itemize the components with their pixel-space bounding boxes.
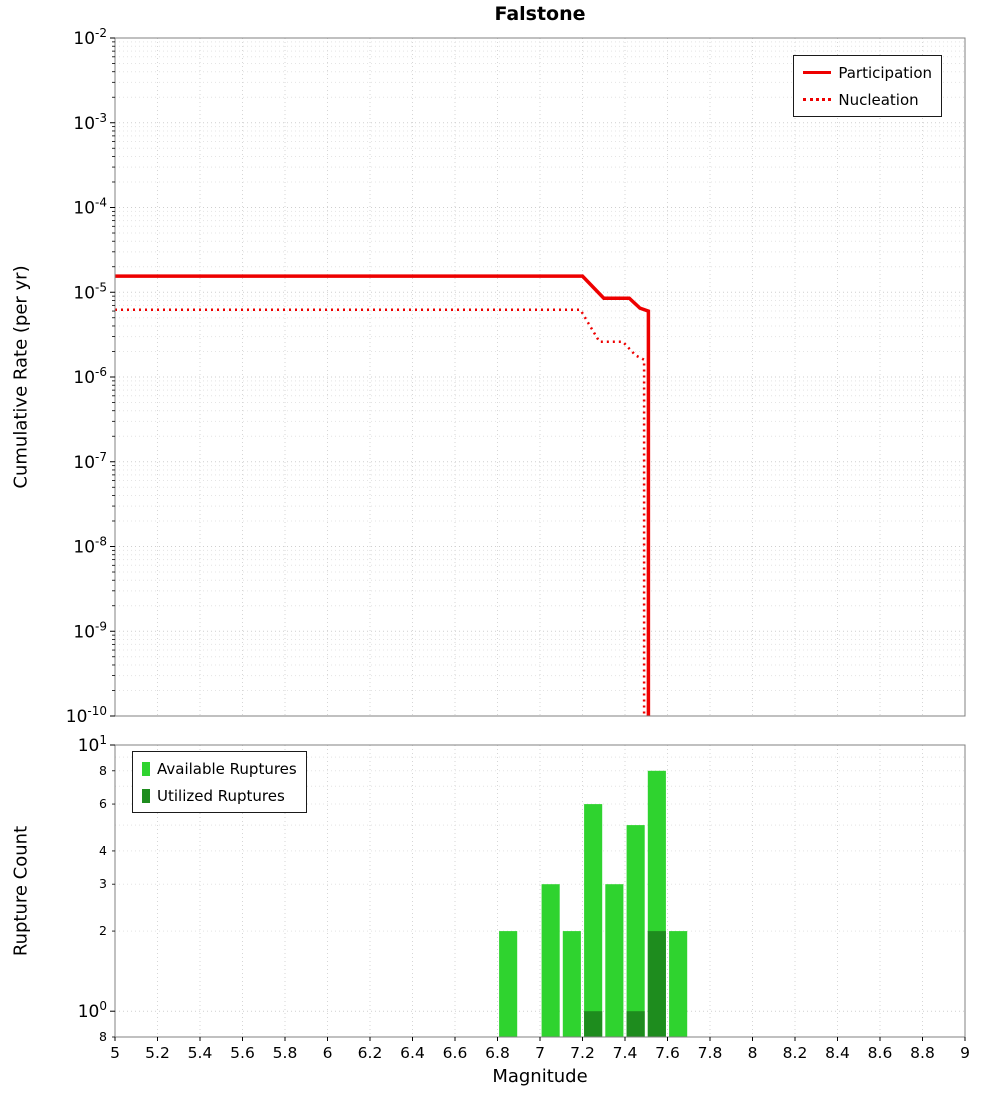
available-ruptures-bar xyxy=(562,931,581,1037)
svg-text:10-3: 10-3 xyxy=(73,111,107,134)
svg-text:7.4: 7.4 xyxy=(613,1044,638,1062)
available-ruptures-bar xyxy=(541,884,560,1037)
svg-text:5.2: 5.2 xyxy=(145,1044,170,1062)
legend-label-participation: Participation xyxy=(838,63,932,82)
svg-text:3: 3 xyxy=(99,876,107,891)
available-ruptures-bar xyxy=(584,804,603,1037)
svg-text:4: 4 xyxy=(99,843,107,858)
svg-text:6: 6 xyxy=(99,796,107,811)
legend-item-nucleation: Nucleation xyxy=(803,86,932,113)
svg-text:8.8: 8.8 xyxy=(910,1044,935,1062)
page-title: Falstone xyxy=(494,3,586,25)
svg-text:10-8: 10-8 xyxy=(73,535,107,558)
legend-histogram: Available Ruptures Utilized Ruptures xyxy=(132,751,307,813)
utilized-ruptures-bar xyxy=(647,931,666,1037)
legend-label-utilized: Utilized Ruptures xyxy=(157,786,285,805)
utilized-ruptures-swatch xyxy=(142,788,150,803)
available-ruptures-bar xyxy=(499,931,518,1037)
legend-label-available: Available Ruptures xyxy=(157,759,297,778)
svg-text:8: 8 xyxy=(99,763,107,778)
svg-text:10-10: 10-10 xyxy=(66,704,107,727)
svg-text:6.6: 6.6 xyxy=(443,1044,468,1062)
svg-text:5.8: 5.8 xyxy=(273,1044,298,1062)
svg-text:8.2: 8.2 xyxy=(783,1044,808,1062)
svg-text:7.6: 7.6 xyxy=(655,1044,680,1062)
svg-text:8.4: 8.4 xyxy=(825,1044,850,1062)
nucleation-line-sample xyxy=(803,98,832,101)
svg-text:100: 100 xyxy=(78,999,107,1022)
svg-text:5.4: 5.4 xyxy=(188,1044,213,1062)
available-ruptures-bar xyxy=(626,825,645,1037)
svg-text:8.6: 8.6 xyxy=(868,1044,893,1062)
available-ruptures-bar xyxy=(605,884,624,1037)
svg-text:6.8: 6.8 xyxy=(485,1044,510,1062)
svg-text:8: 8 xyxy=(99,1029,107,1044)
svg-text:101: 101 xyxy=(78,733,107,756)
svg-text:2: 2 xyxy=(99,923,107,938)
legend-item-available-ruptures: Available Ruptures xyxy=(142,755,297,782)
svg-text:10-9: 10-9 xyxy=(73,619,107,642)
svg-text:6.4: 6.4 xyxy=(400,1044,425,1062)
available-ruptures-bar xyxy=(669,931,688,1037)
svg-text:7: 7 xyxy=(535,1044,545,1062)
rate-plot: 10-2 10-3 10-4 10-5 10-6 10-7 10-8 10-9 10-10 xyxy=(66,26,966,727)
svg-text:5.6: 5.6 xyxy=(230,1044,255,1062)
svg-text:7.8: 7.8 xyxy=(698,1044,723,1062)
legend-label-nucleation: Nucleation xyxy=(838,90,919,109)
legend-item-participation: Participation xyxy=(803,59,932,86)
svg-text:6.2: 6.2 xyxy=(358,1044,383,1062)
participation-line xyxy=(115,274,651,716)
svg-text:10-2: 10-2 xyxy=(73,26,107,49)
svg-text:5: 5 xyxy=(110,1044,120,1062)
legend-item-utilized-ruptures: Utilized Ruptures xyxy=(142,782,297,809)
svg-text:10-5: 10-5 xyxy=(73,280,107,303)
available-ruptures-swatch xyxy=(142,761,150,776)
legend-rate: Participation Nucleation xyxy=(793,55,942,117)
utilized-ruptures-bar xyxy=(584,1011,603,1037)
svg-text:7.2: 7.2 xyxy=(570,1044,595,1062)
svg-text:10-7: 10-7 xyxy=(73,450,107,473)
svg-text:9: 9 xyxy=(960,1044,970,1062)
svg-text:10-4: 10-4 xyxy=(73,196,107,219)
svg-text:8: 8 xyxy=(748,1044,758,1062)
svg-text:6: 6 xyxy=(323,1044,333,1062)
x-axis-label: Magnitude xyxy=(492,1066,588,1087)
utilized-ruptures-bar xyxy=(626,1011,645,1037)
svg-text:10-6: 10-6 xyxy=(73,365,107,388)
participation-line-sample xyxy=(803,71,832,74)
